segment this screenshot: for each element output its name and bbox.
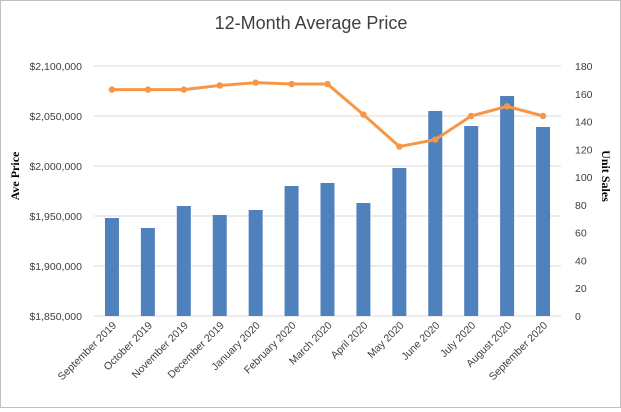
left-tick-label: $1,850,000 (29, 311, 82, 323)
x-tick-label: June 2020 (399, 320, 442, 363)
line-point (324, 80, 331, 88)
line-point (503, 103, 511, 110)
line-point (360, 111, 367, 118)
left-tick-label: $2,100,000 (29, 61, 82, 73)
right-tick-label: 160 (575, 89, 593, 101)
right-tick-label: 120 (575, 144, 593, 156)
line-point (216, 82, 223, 89)
bar-series (104, 96, 551, 316)
right-tick-label: 0 (575, 311, 581, 323)
x-tick-label: April 2020 (329, 320, 371, 362)
line-point (252, 79, 259, 86)
line-point (432, 136, 439, 143)
bar (428, 111, 443, 316)
line-point (108, 86, 116, 93)
right-tick-label: 20 (575, 283, 587, 295)
left-axis-title: Ave Price (8, 151, 22, 200)
right-axis-ticks: 0 20 40 60 80 100 120 140 160 180 (575, 61, 593, 323)
right-tick-label: 140 (575, 117, 593, 129)
line-point (288, 80, 295, 88)
right-tick-label: 180 (575, 61, 593, 73)
bar (464, 126, 479, 316)
left-tick-label: $1,950,000 (29, 211, 82, 223)
chart-title: 12-Month Average Price (215, 13, 408, 33)
line-point (144, 86, 152, 93)
bar (356, 203, 371, 316)
right-axis-title: Unit Sales (599, 150, 613, 202)
line-point (180, 86, 188, 93)
bar (392, 168, 407, 316)
line-point (467, 112, 475, 120)
right-tick-label: 80 (575, 200, 587, 212)
bar (500, 96, 515, 316)
left-tick-label: $2,050,000 (29, 111, 82, 123)
left-tick-label: $1,900,000 (29, 261, 82, 273)
line-point (539, 112, 547, 120)
bar (176, 206, 191, 316)
right-tick-label: 40 (575, 255, 587, 267)
bar (248, 210, 263, 316)
bar (320, 183, 335, 316)
left-axis-ticks: $1,850,000 $1,900,000 $1,950,000 $2,000,000… (29, 61, 82, 323)
right-tick-label: 100 (575, 172, 593, 184)
left-tick-label: $2,000,000 (29, 161, 82, 173)
bar (536, 127, 551, 316)
bar (284, 186, 299, 316)
bar (104, 218, 119, 316)
bar (140, 228, 155, 316)
line-point (396, 143, 403, 150)
bar (212, 215, 227, 316)
line-series (108, 79, 547, 150)
x-tick-label: September 2019 (56, 320, 119, 383)
series-line (111, 81, 544, 149)
right-tick-label: 60 (575, 228, 587, 240)
